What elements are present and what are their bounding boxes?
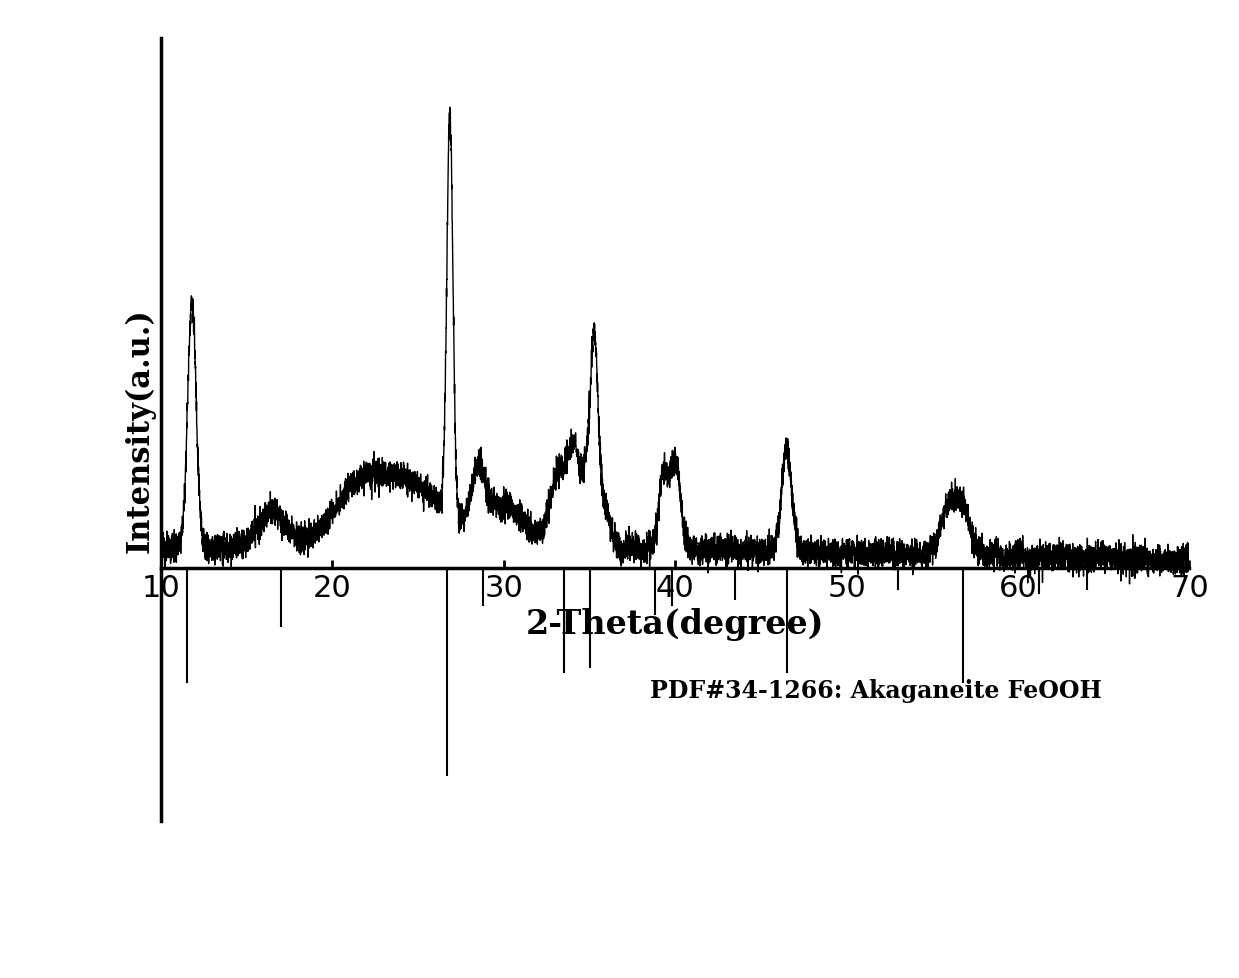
Text: PDF#34-1266: Akaganeite FeOOH: PDF#34-1266: Akaganeite FeOOH — [649, 679, 1101, 702]
Y-axis label: Intensity(a.u.): Intensity(a.u.) — [124, 308, 156, 553]
X-axis label: 2-Theta(degree): 2-Theta(degree) — [527, 607, 824, 641]
